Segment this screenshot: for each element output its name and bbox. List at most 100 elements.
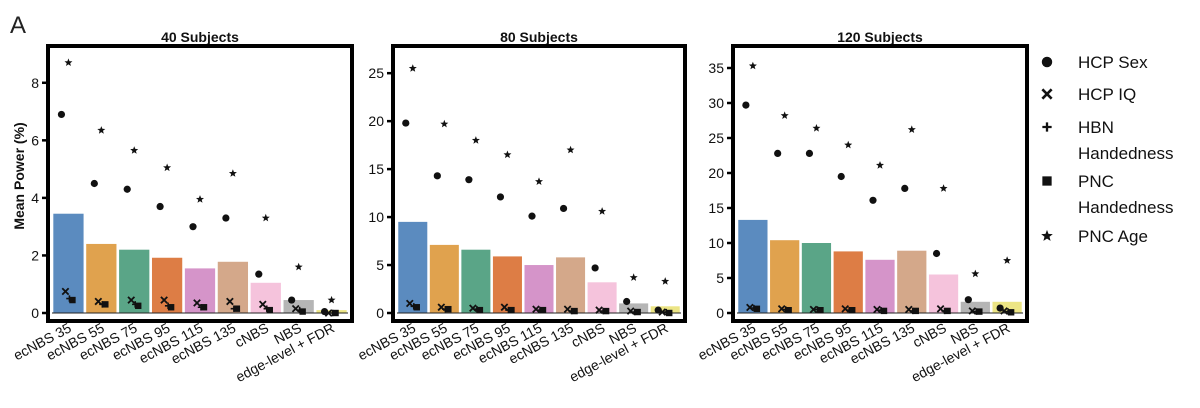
- y-tick-label: 5: [716, 270, 724, 286]
- point-pnc-handedness-ecnbs-115: [200, 304, 208, 311]
- point-pnc-age-cnbs: [598, 207, 607, 215]
- y-tick-label: 25: [708, 130, 724, 146]
- point-pnc-age-nbs: [294, 262, 303, 271]
- point-hcp-iq-edge-level-fdr: [658, 308, 667, 316]
- point-hcp-sex-nbs: [288, 296, 296, 304]
- bar-ecnbs-115: [524, 265, 554, 313]
- y-tick-label: 10: [368, 209, 384, 225]
- y-tick-label: 5: [376, 257, 384, 273]
- point-hcp-sex-cnbs: [591, 264, 599, 272]
- legend-marker-star: [1041, 229, 1053, 241]
- point-pnc-handedness-ecnbs-95: [167, 304, 175, 311]
- bar-edge-level-fdr: [992, 301, 1022, 313]
- point-hcp-sex-ecnbs-135: [901, 184, 909, 192]
- point-pnc-handedness-ecnbs-115: [539, 306, 547, 314]
- legend-label: HCP IQ: [1078, 85, 1136, 104]
- point-hcp-sex-ecnbs-95: [156, 202, 164, 211]
- bar-ecnbs-95: [833, 251, 863, 313]
- legend-item-hcp-iq: HCP IQ: [1041, 85, 1136, 104]
- y-tick-label: 6: [31, 132, 39, 148]
- legend-label: PNC Age: [1078, 227, 1148, 246]
- bar-ecnbs-55: [86, 243, 117, 313]
- y-tick-label: 20: [708, 165, 724, 181]
- point-pnc-age-ecnbs-115: [196, 195, 204, 203]
- point-hcp-sex-ecnbs-35: [402, 119, 410, 127]
- point-hcp-sex-ecnbs-35: [57, 110, 66, 119]
- point-pnc-handedness-ecnbs-95: [508, 306, 515, 314]
- point-hcp-sex-edge-level-fdr: [654, 306, 662, 314]
- point-pnc-age-nbs: [629, 273, 638, 281]
- point-pnc-handedness-nbs: [634, 308, 641, 316]
- legend-label: HCP Sex: [1078, 53, 1148, 72]
- bar-edge-level-fdr: [316, 310, 347, 313]
- bar-ecnbs-95: [151, 257, 183, 313]
- point-hcp-iq-ecnbs-95: [160, 296, 168, 304]
- bar-ecnbs-55: [770, 240, 800, 313]
- point-pnc-age-edge-level-fdr: [661, 277, 670, 285]
- plot-frame: [391, 44, 687, 323]
- point-pnc-handedness-cnbs: [602, 307, 610, 315]
- legend-item-hbn-handedness: HBN Handedness: [1042, 118, 1173, 163]
- legend-item-pnc-handedness: PNC Handedness: [1042, 172, 1173, 217]
- chart-title: 80 Subjects: [500, 29, 578, 45]
- legend-label-line: Handedness: [1078, 144, 1173, 163]
- bar-ecnbs-35: [398, 221, 428, 313]
- legend-label-line: Handedness: [1078, 198, 1173, 217]
- point-pnc-handedness-ecnbs-135: [571, 307, 578, 315]
- point-pnc-age-cnbs: [261, 213, 270, 222]
- point-pnc-age-edge-level-fdr: [1003, 256, 1012, 264]
- bar-ecnbs-115: [865, 259, 895, 313]
- point-hcp-sex-nbs: [964, 296, 972, 304]
- point-hcp-sex-ecnbs-35: [742, 101, 750, 109]
- point-pnc-handedness-ecnbs-115: [880, 307, 888, 315]
- point-pnc-handedness-ecnbs-75: [135, 302, 142, 310]
- point-hcp-sex-ecnbs-55: [90, 179, 98, 188]
- point-hcp-sex-ecnbs-115: [528, 212, 536, 220]
- point-hcp-sex-ecnbs-55: [774, 149, 782, 157]
- x-tick-label-cnbs: cNBS: [232, 320, 271, 351]
- bar-ecnbs-35: [53, 213, 84, 313]
- bar-ecnbs-35: [738, 219, 768, 313]
- point-hcp-iq-nbs: [968, 307, 977, 315]
- point-hcp-iq-ecnbs-115: [532, 305, 540, 313]
- legend-marker-square: [1042, 176, 1052, 186]
- legend-marker-x: [1041, 88, 1053, 100]
- legend-label: HBN Handedness: [1078, 118, 1173, 163]
- point-pnc-age-ecnbs-95: [503, 150, 512, 159]
- bar-cnbs: [928, 274, 959, 313]
- point-pnc-age-cnbs: [939, 184, 948, 192]
- point-pnc-age-ecnbs-115: [535, 177, 543, 185]
- bar-ecnbs-95: [492, 256, 522, 313]
- point-hcp-iq-ecnbs-75: [809, 305, 818, 314]
- point-hcp-iq-ecnbs-35: [746, 303, 754, 312]
- point-pnc-age-ecnbs-55: [97, 126, 106, 134]
- point-pnc-handedness-ecnbs-75: [817, 307, 824, 314]
- point-pnc-age-ecnbs-55: [440, 119, 449, 128]
- point-hcp-iq-cnbs: [258, 300, 267, 309]
- point-pnc-handedness-ecnbs-135: [233, 305, 241, 312]
- point-hcp-sex-ecnbs-75: [465, 176, 473, 184]
- point-hcp-sex-cnbs: [255, 270, 263, 278]
- point-pnc-handedness-cnbs: [944, 307, 951, 315]
- legend-marker-circle: [1041, 56, 1053, 68]
- point-pnc-age-ecnbs-35: [748, 61, 757, 70]
- bar-ecnbs-135: [217, 261, 249, 313]
- point-pnc-handedness-ecnbs-55: [102, 301, 109, 308]
- bar-ecnbs-75: [801, 243, 832, 313]
- point-hcp-iq-ecnbs-135: [226, 297, 234, 306]
- y-tick-label: 8: [31, 75, 39, 91]
- point-pnc-age-ecnbs-75: [130, 146, 139, 154]
- point-hcp-iq-ecnbs-75: [127, 296, 136, 304]
- point-pnc-age-ecnbs-95: [844, 140, 853, 149]
- point-pnc-handedness-nbs: [299, 308, 306, 315]
- point-pnc-handedness-edge-level-fdr: [666, 309, 673, 317]
- point-pnc-handedness-ecnbs-135: [912, 307, 919, 315]
- point-hcp-sex-ecnbs-95: [837, 172, 845, 181]
- y-tick-label: 15: [368, 161, 384, 177]
- y-tick-label: 0: [376, 305, 384, 321]
- x-tick-label-cnbs: cNBS: [910, 320, 949, 351]
- legend-label-line: HBN: [1078, 118, 1114, 137]
- point-hcp-iq-cnbs: [595, 306, 603, 314]
